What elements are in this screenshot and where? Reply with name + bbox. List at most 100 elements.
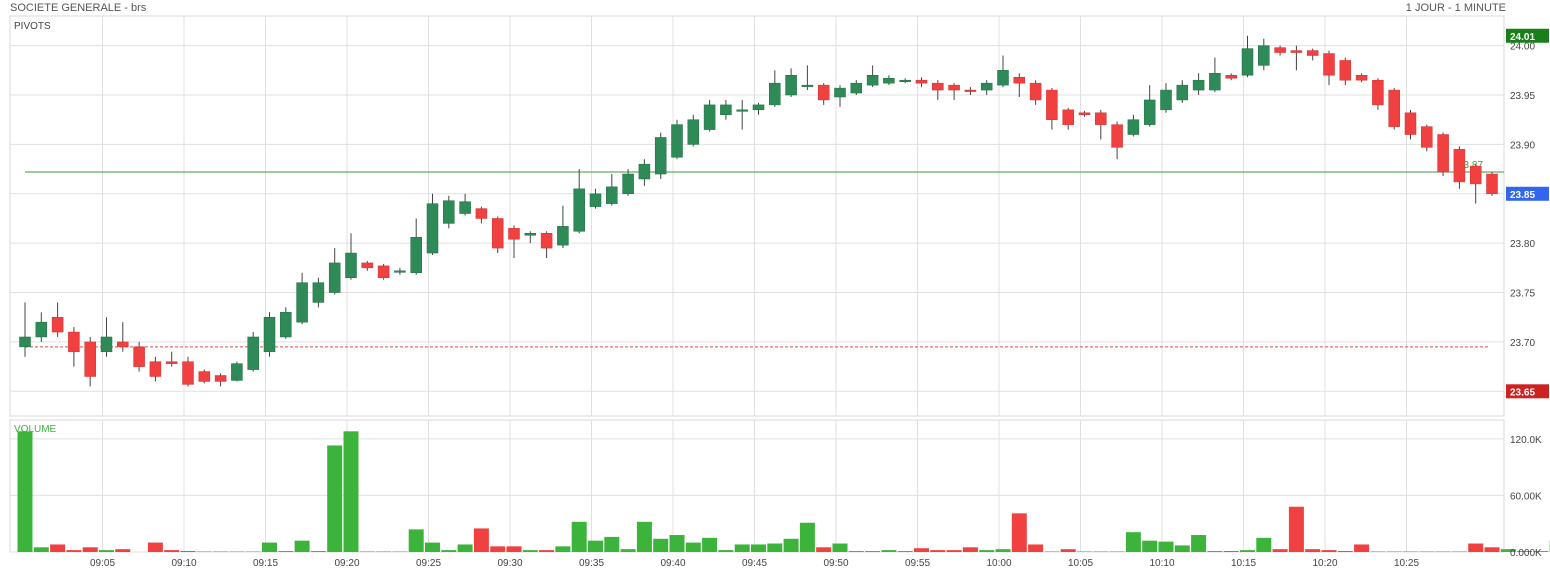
candle — [1111, 121, 1123, 160]
candle-body — [149, 361, 162, 377]
candle — [312, 277, 325, 308]
candle-body — [1486, 173, 1498, 195]
volume-bar — [848, 551, 864, 552]
candle — [540, 231, 553, 258]
volume-bar — [1500, 549, 1516, 552]
reference-lines: 23.87 — [25, 160, 1504, 348]
candle-body — [1176, 84, 1189, 101]
volume-bar — [604, 536, 620, 552]
price-panel-frame — [9, 15, 1505, 417]
volume-bar — [522, 550, 538, 552]
candle-body — [671, 124, 683, 158]
candle-body — [850, 82, 863, 94]
candle — [426, 193, 439, 256]
candle-body — [165, 361, 178, 364]
volume-bar — [278, 551, 294, 552]
candle-body — [915, 79, 928, 84]
volume-tick-label: 60.00K — [1510, 491, 1542, 502]
candle — [149, 356, 162, 382]
candle-body — [1209, 73, 1221, 91]
candle — [1355, 73, 1368, 83]
candle — [671, 119, 683, 160]
volume-bar — [33, 547, 49, 552]
volume-bar — [164, 550, 180, 552]
volume-bar — [865, 551, 881, 552]
candle-body — [280, 312, 292, 338]
candle-body — [1143, 99, 1156, 125]
volume-bar — [1060, 549, 1076, 552]
axes: 09:05 09:10 09:15 09:20 09:25 09:30 09:35 09:40… — [90, 28, 1549, 569]
volume-bar — [1174, 545, 1190, 552]
candle — [19, 302, 31, 357]
candle — [1160, 83, 1172, 113]
candle — [1029, 80, 1042, 105]
volume-tick-label: 120.0K — [1510, 435, 1542, 446]
volume-bar — [555, 546, 571, 552]
volume-bar — [930, 550, 946, 552]
volume-bar — [1191, 535, 1207, 552]
candle-body — [1225, 75, 1237, 79]
period-label[interactable]: 1 JOUR - 1 MINUTE — [1405, 2, 1506, 14]
candle — [475, 206, 488, 224]
x-tick-label: 09:30 — [497, 558, 522, 569]
volume-bar — [50, 544, 66, 552]
candle-body — [866, 75, 879, 86]
price-label-bg — [1506, 28, 1549, 43]
price-label-text: 24.01 — [1510, 32, 1535, 43]
candle — [964, 87, 977, 96]
volume-bar — [897, 551, 913, 552]
candle — [899, 78, 911, 84]
volume-bar — [1011, 513, 1027, 552]
candle — [997, 55, 1009, 88]
volume-bar — [653, 538, 669, 552]
candle — [1127, 114, 1140, 137]
candle — [915, 77, 928, 88]
candle — [247, 332, 259, 372]
volume-bar — [1028, 544, 1044, 552]
volume-bar — [66, 550, 82, 552]
candle — [263, 312, 276, 357]
candle-body — [459, 201, 471, 214]
x-tick-label: 10:10 — [1149, 558, 1174, 569]
volume-bar — [669, 535, 685, 552]
volume-bars — [17, 431, 1550, 552]
candle-body — [475, 208, 488, 219]
volume-label: VOLUME — [14, 424, 57, 435]
candle — [459, 193, 471, 216]
volume-bar — [115, 549, 131, 552]
volume-bar — [1158, 541, 1174, 552]
volume-bar — [408, 529, 424, 552]
candle — [1225, 73, 1237, 81]
volume-bar — [343, 431, 359, 552]
volume-bar — [962, 547, 978, 552]
candle-body — [68, 331, 80, 353]
price-label-text: 23.85 — [1510, 190, 1535, 201]
pivot-line-label: 23.87 — [1458, 160, 1483, 171]
x-tick-label: 09:10 — [171, 558, 196, 569]
x-tick-label: 09:15 — [253, 558, 278, 569]
volume-bar — [82, 547, 98, 552]
volume-bar — [1321, 550, 1337, 552]
candle-body — [198, 371, 211, 382]
candle-body — [182, 361, 194, 385]
candle — [133, 341, 145, 372]
candle-body — [1111, 124, 1123, 148]
volume-bar — [881, 550, 897, 552]
volume-bar — [1256, 537, 1272, 552]
candle-body — [1127, 119, 1140, 135]
volume-bar — [1468, 543, 1484, 552]
candle-body — [100, 336, 113, 353]
candle — [606, 174, 618, 206]
volume-bar — [816, 547, 832, 552]
candle — [948, 83, 960, 100]
volume-bar — [914, 548, 929, 552]
candle-body — [980, 82, 993, 91]
candle — [198, 369, 211, 384]
candle — [687, 114, 700, 147]
candle — [1062, 107, 1074, 130]
candle — [557, 205, 569, 249]
volume-bar — [539, 550, 555, 552]
candle — [1013, 73, 1026, 97]
candle-body — [1323, 53, 1335, 76]
